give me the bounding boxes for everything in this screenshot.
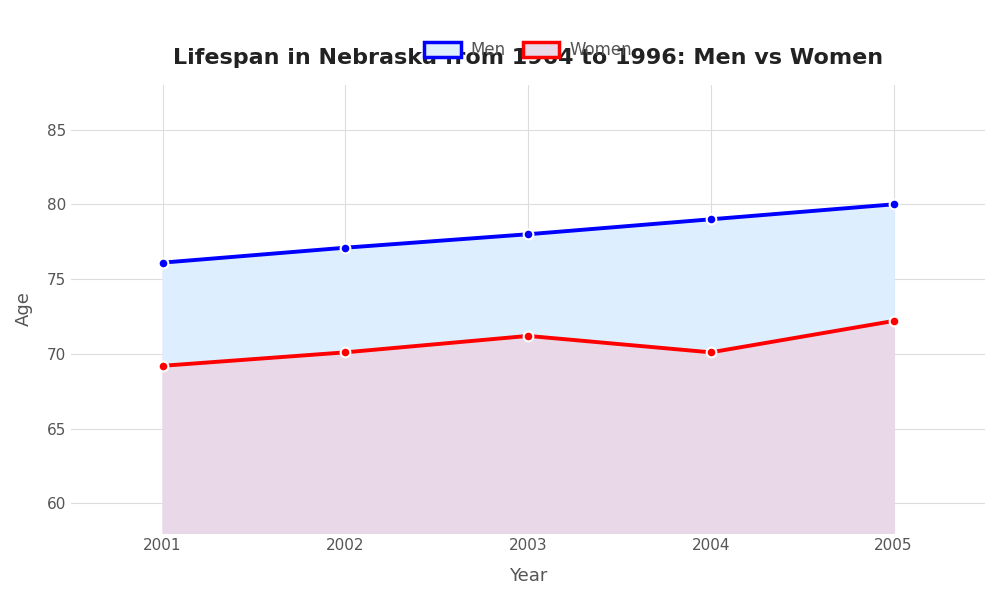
Title: Lifespan in Nebraska from 1964 to 1996: Men vs Women: Lifespan in Nebraska from 1964 to 1996: … (173, 48, 883, 68)
Legend: Men, Women: Men, Women (418, 35, 639, 66)
Y-axis label: Age: Age (15, 292, 33, 326)
X-axis label: Year: Year (509, 567, 547, 585)
